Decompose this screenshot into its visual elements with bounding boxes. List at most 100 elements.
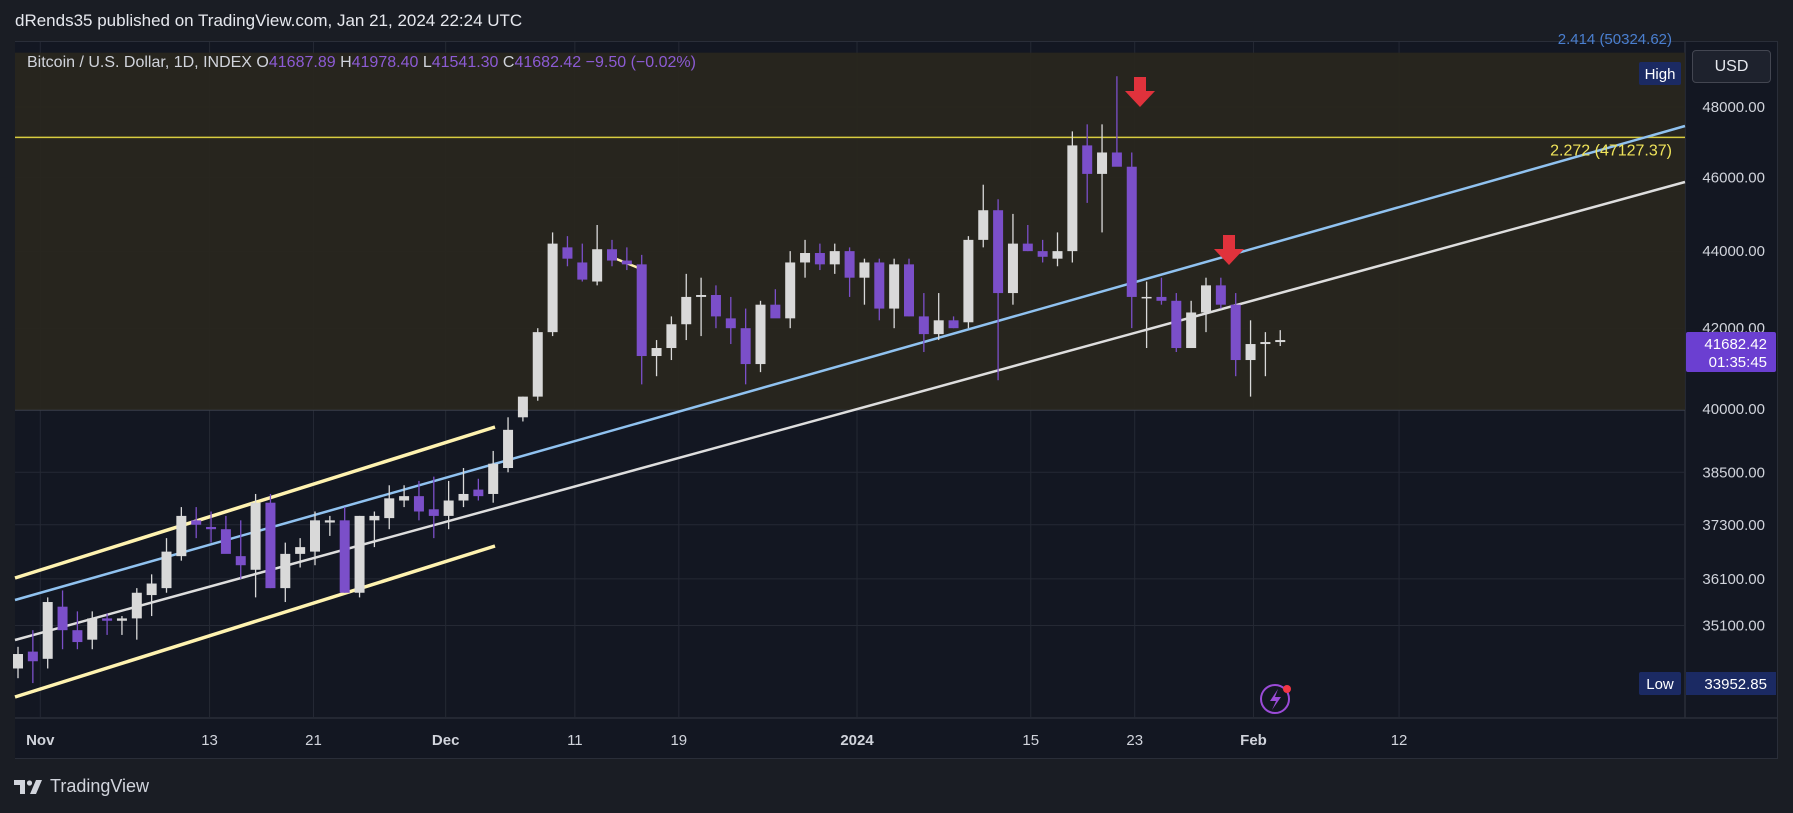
candle-body[interactable] — [206, 526, 217, 530]
candle-body[interactable] — [547, 243, 558, 333]
candle-body[interactable] — [1260, 342, 1271, 345]
candle-body[interactable] — [1201, 285, 1211, 313]
candle-body[interactable] — [295, 547, 306, 554]
candle-body[interactable] — [755, 304, 766, 365]
candle-body[interactable] — [1230, 304, 1241, 361]
trendline-channel-lower[interactable] — [14, 544, 496, 699]
candle-body[interactable] — [1067, 145, 1078, 252]
candle-body[interactable] — [354, 515, 365, 593]
candle-body[interactable] — [1215, 285, 1226, 305]
candle-body[interactable] — [933, 320, 944, 335]
symbol-name[interactable]: Bitcoin / U.S. Dollar, 1D, INDEX — [27, 54, 252, 71]
candle-body[interactable] — [235, 556, 246, 566]
candle-body[interactable] — [1245, 344, 1256, 361]
candle-body[interactable] — [577, 262, 588, 280]
candle-body[interactable] — [384, 498, 395, 519]
candle-body[interactable] — [1111, 152, 1122, 167]
candle-body[interactable] — [592, 249, 603, 282]
currency-button[interactable]: USD — [1692, 50, 1771, 83]
candle-body[interactable] — [517, 396, 528, 418]
candle-body[interactable] — [1275, 340, 1286, 343]
candle-body[interactable] — [428, 509, 439, 516]
candle-body[interactable] — [651, 348, 662, 357]
candle-body[interactable] — [636, 264, 647, 357]
candle-body[interactable] — [621, 260, 632, 265]
price-tick: 48000.00 — [1702, 99, 1765, 116]
candle-body[interactable] — [72, 630, 83, 643]
candle-body[interactable] — [488, 463, 499, 494]
candle-body[interactable] — [978, 210, 989, 240]
candle-body[interactable] — [814, 253, 825, 265]
candle-body[interactable] — [948, 320, 959, 329]
candle-body[interactable] — [844, 251, 855, 278]
candle-body[interactable] — [1037, 251, 1048, 257]
candle-body[interactable] — [874, 262, 885, 309]
candle-body[interactable] — [131, 592, 142, 619]
candle-body[interactable] — [1126, 166, 1137, 297]
low-label: L — [422, 54, 432, 71]
close-value: 41682.42 — [514, 54, 582, 71]
candle-body[interactable] — [918, 316, 929, 335]
candle-body[interactable] — [800, 253, 811, 263]
alert-icon[interactable] — [1260, 684, 1290, 714]
candle-body[interactable] — [250, 502, 261, 570]
candle-body[interactable] — [146, 583, 157, 596]
candle-body[interactable] — [681, 296, 692, 325]
candle-body[interactable] — [458, 493, 469, 501]
candle-body[interactable] — [829, 251, 840, 265]
candle-body[interactable] — [413, 496, 424, 512]
candle-body[interactable] — [265, 502, 276, 589]
candle-body[interactable] — [1082, 145, 1093, 174]
low-value: 41541.30 — [431, 54, 499, 71]
candle-body[interactable] — [1007, 243, 1018, 294]
candle-body[interactable] — [280, 553, 291, 589]
trendline-white[interactable] — [14, 180, 1686, 642]
candle-body[interactable] — [42, 602, 53, 659]
candle-body[interactable] — [859, 262, 870, 278]
candle-body[interactable] — [1171, 300, 1182, 349]
candle-body[interactable] — [176, 515, 187, 557]
candle-body[interactable] — [1022, 243, 1033, 252]
time-tick: 19 — [670, 732, 687, 749]
candle-body[interactable] — [725, 318, 736, 329]
candle-body[interactable] — [399, 496, 410, 501]
candle-body[interactable] — [562, 247, 573, 259]
candle-body[interactable] — [27, 651, 38, 662]
candle-body[interactable] — [532, 332, 543, 397]
candle-body[interactable] — [310, 520, 320, 552]
candle-body[interactable] — [1141, 296, 1152, 299]
candle-body[interactable] — [57, 606, 68, 631]
candle-body[interactable] — [1097, 152, 1108, 174]
candle-body[interactable] — [904, 264, 914, 317]
candle-body[interactable] — [503, 429, 514, 469]
trendline-blue[interactable] — [14, 124, 1686, 602]
candle-body[interactable] — [993, 210, 1004, 294]
publisher-line: dRends35 published on TradingView.com, J… — [15, 11, 523, 30]
candle-body[interactable] — [740, 328, 751, 365]
candle-body[interactable] — [161, 551, 172, 589]
candle-body[interactable] — [191, 520, 202, 525]
candle-body[interactable] — [473, 489, 484, 497]
candle-body[interactable] — [696, 294, 707, 297]
candle-body[interactable] — [770, 304, 781, 319]
candle-body[interactable] — [666, 324, 677, 349]
candle-body[interactable] — [116, 618, 127, 621]
tradingview-logo[interactable]: TradingView — [14, 776, 149, 797]
candle-body[interactable] — [785, 262, 796, 319]
candle-body[interactable] — [324, 520, 335, 523]
candle-body[interactable] — [889, 264, 900, 309]
candle-body[interactable] — [369, 515, 380, 521]
candle-body[interactable] — [13, 654, 23, 669]
candle-body[interactable] — [220, 529, 231, 554]
candle-body[interactable] — [87, 618, 98, 640]
candle-body[interactable] — [102, 618, 113, 621]
candle-body[interactable] — [339, 520, 350, 593]
candle-body[interactable] — [1186, 312, 1197, 349]
candle-body[interactable] — [1156, 296, 1167, 301]
candle-body[interactable] — [443, 500, 454, 516]
candle-body[interactable] — [710, 294, 721, 317]
candle-body[interactable] — [1052, 251, 1063, 259]
candle-body[interactable] — [963, 239, 974, 323]
candle-body[interactable] — [607, 249, 617, 261]
